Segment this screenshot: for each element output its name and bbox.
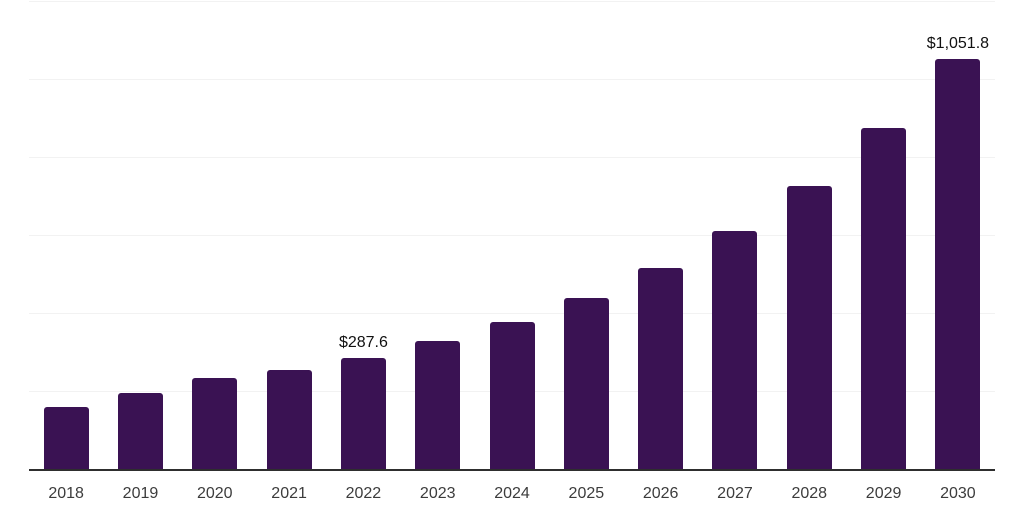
plot-area: $287.6 $1,051.8: [29, 0, 995, 471]
x-tick-2023: 2023: [419, 485, 456, 502]
bar-value-label-2030: $1,051.8: [926, 34, 990, 52]
bar-2023: [415, 341, 461, 470]
bar-2030: [935, 58, 981, 470]
x-tick-2027: 2027: [717, 485, 753, 502]
bars: $287.6 $1,051.8: [29, 1, 995, 470]
bar-2018: [43, 407, 89, 470]
gridline-800: [29, 156, 995, 158]
x-tick-2028: 2028: [791, 485, 828, 502]
bar-band-2019: [103, 1, 177, 470]
x-tick-2026: 2026: [642, 485, 679, 502]
bar-band-2024: [475, 1, 549, 470]
bar-band-2022: $287.6: [326, 1, 400, 470]
x-tick-2024: 2024: [494, 485, 530, 502]
bar-band-2025: [549, 1, 623, 470]
x-tick-2029: 2029: [865, 485, 902, 502]
x-tick-2018: 2018: [48, 485, 84, 502]
bar-band-2020: [178, 1, 252, 470]
bar-band-2030: $1,051.8: [921, 1, 995, 470]
x-axis-labels: 2018 2019 2020 2021 2022 2023 2024 2025 2026 2027…: [29, 485, 995, 503]
gridline-1200: [29, 0, 995, 2]
gridline-600: [29, 235, 995, 236]
bar-value-label-2022: $287.6: [338, 333, 388, 351]
bar-band-2028: [772, 1, 846, 470]
bar-band-2026: [624, 1, 698, 470]
bar-2020: [192, 378, 238, 470]
bar-band-2029: [846, 1, 920, 470]
x-tick-2025: 2025: [568, 485, 605, 502]
gridline-1000: [29, 78, 995, 80]
bar-2026: [638, 267, 684, 470]
x-axis-line: [29, 469, 995, 471]
bar-2029: [861, 127, 907, 470]
bar-2024: [489, 321, 535, 470]
x-tick-2022: 2022: [345, 485, 382, 502]
bar-band-2021: [252, 1, 326, 470]
x-tick-2020: 2020: [196, 485, 233, 502]
bar-2021: [266, 370, 312, 470]
bar-band-2027: [698, 1, 772, 470]
bar-band-2018: [29, 1, 103, 470]
x-tick-2019: 2019: [122, 485, 159, 502]
bar-2019: [117, 392, 163, 470]
bar-2025: [563, 297, 609, 470]
gridline-400: [29, 313, 995, 315]
bar-2027: [712, 230, 758, 470]
x-tick-2021: 2021: [271, 485, 307, 502]
bar-band-2023: [401, 1, 475, 470]
bar-2028: [786, 185, 832, 470]
x-tick-2030: 2030: [940, 485, 976, 502]
bar-2022: [340, 357, 386, 470]
